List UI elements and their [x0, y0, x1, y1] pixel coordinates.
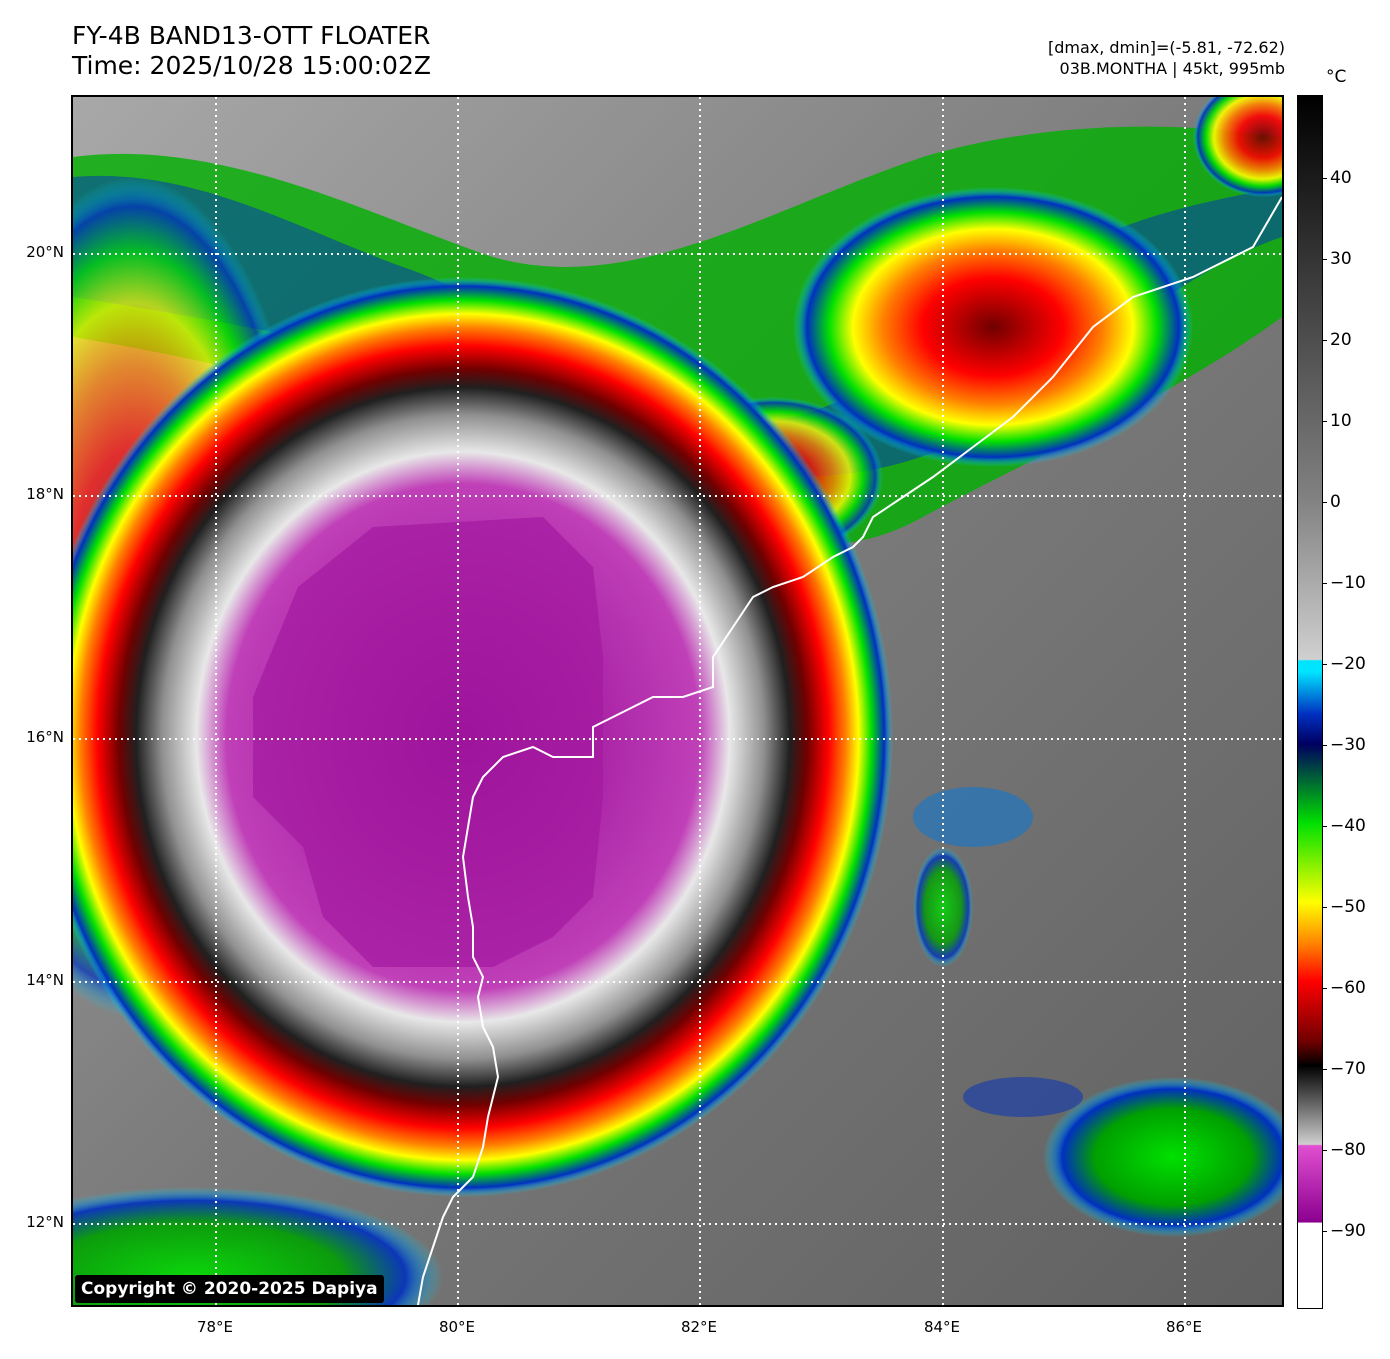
- colorbar-tick-label: 30: [1330, 249, 1352, 269]
- colorbar-tick-label: 20: [1330, 330, 1352, 350]
- colorbar-tick: [1322, 502, 1327, 503]
- colorbar-tick-label: −70: [1330, 1059, 1366, 1079]
- lat-label-12n: 12°N: [26, 1213, 64, 1231]
- colorbar-tick: [1322, 340, 1327, 341]
- colorbar-tick: [1322, 583, 1327, 584]
- colorbar-tick-label: −60: [1330, 978, 1366, 998]
- colorbar-tick: [1322, 259, 1327, 260]
- map-timestamp: Time: 2025/10/28 15:00:02Z: [72, 51, 431, 80]
- colorbar-tick: [1322, 745, 1327, 746]
- lon-label-78e: 78°E: [196, 1318, 234, 1336]
- colorbar-tick-label: 40: [1330, 168, 1352, 188]
- lon-label-86e: 86°E: [1165, 1318, 1203, 1336]
- colorbar-tick-label: 10: [1330, 411, 1352, 431]
- colorbar-tick-label: 0: [1330, 492, 1341, 512]
- colorbar-tick: [1322, 826, 1327, 827]
- copyright-badge: Copyright © 2020-2025 Dapiya: [75, 1275, 384, 1303]
- lat-label-20n: 20°N: [26, 243, 64, 261]
- lat-label-18n: 18°N: [26, 485, 64, 503]
- colorbar-tick: [1322, 1150, 1327, 1151]
- colorbar-tick: [1322, 1069, 1327, 1070]
- colorbar-tick: [1322, 664, 1327, 665]
- lat-label-16n: 16°N: [26, 728, 64, 746]
- lon-label-84e: 84°E: [923, 1318, 961, 1336]
- colorbar-tick: [1322, 907, 1327, 908]
- storm-info: 03B.MONTHA | 45kt, 995mb: [1059, 59, 1285, 78]
- colorbar-tick-label: −30: [1330, 735, 1366, 755]
- colorbar-tick: [1322, 178, 1327, 179]
- colorbar-tick-label: −40: [1330, 816, 1366, 836]
- map-title: FY-4B BAND13-OTT FLOATER: [72, 21, 431, 50]
- colorbar-unit: °C: [1326, 67, 1347, 87]
- satellite-map[interactable]: Copyright © 2020-2025 Dapiya: [71, 95, 1284, 1307]
- temperature-range: [dmax, dmin]=(-5.81, -72.62): [1047, 38, 1285, 57]
- satellite-imagery: [73, 97, 1282, 1305]
- colorbar: [1297, 95, 1323, 1309]
- lon-label-80e: 80°E: [438, 1318, 476, 1336]
- lon-label-82e: 82°E: [680, 1318, 718, 1336]
- colorbar-tick-label: −90: [1330, 1221, 1366, 1241]
- colorbar-tick: [1322, 988, 1327, 989]
- coastline: [417, 196, 1282, 1305]
- lat-label-14n: 14°N: [26, 971, 64, 989]
- colorbar-tick-label: −80: [1330, 1140, 1366, 1160]
- colorbar-tick-label: −20: [1330, 654, 1366, 674]
- colorbar-tick-label: −50: [1330, 897, 1366, 917]
- colorbar-tick-label: −10: [1330, 573, 1366, 593]
- colorbar-tick: [1322, 421, 1327, 422]
- colorbar-tick: [1322, 1231, 1327, 1232]
